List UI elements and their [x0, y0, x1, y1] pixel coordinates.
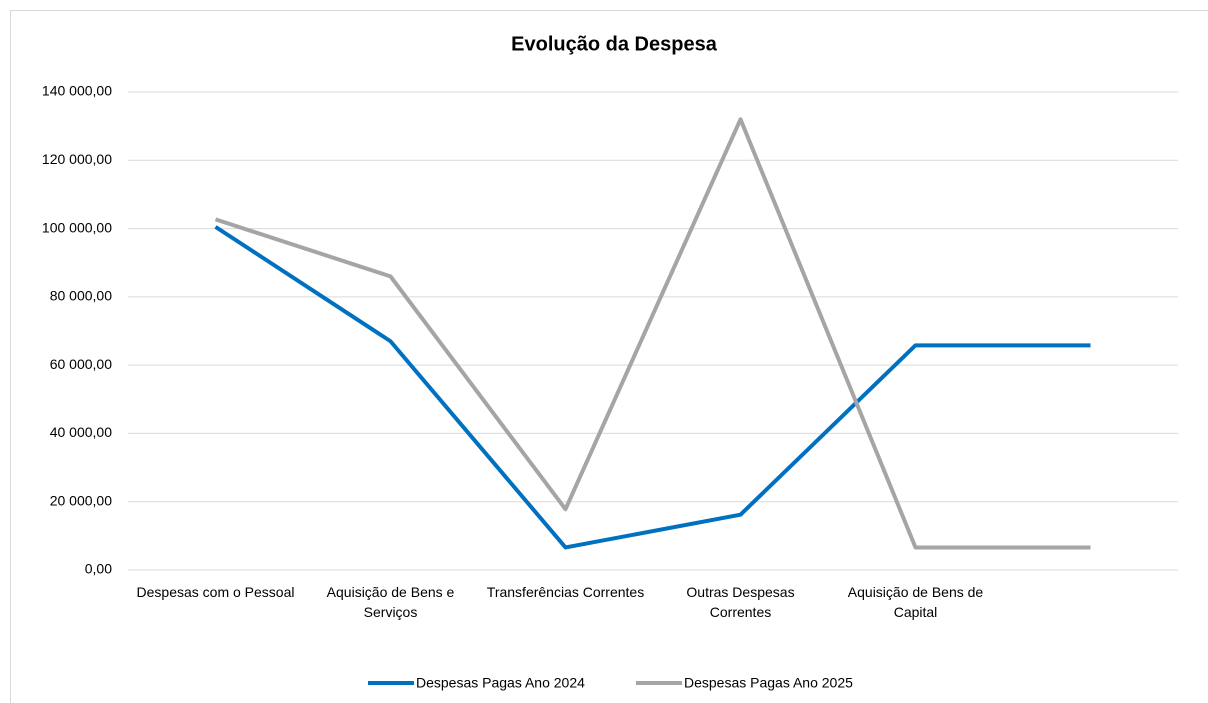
- y-tick-label: 100 000,00: [42, 219, 112, 235]
- y-tick-label: 140 000,00: [42, 83, 112, 99]
- x-tick-label: Transferências Correntes: [486, 584, 645, 600]
- x-tick-label: Outras Despesas Correntes: [686, 584, 795, 620]
- y-tick-label: 40 000,00: [50, 424, 112, 440]
- y-tick-label: 0,00: [85, 561, 112, 577]
- chart-border: [10, 10, 1208, 703]
- y-tick-label: 80 000,00: [50, 288, 112, 304]
- legend-label: Despesas Pagas Ano 2024: [416, 675, 585, 691]
- chart-title: Evolução da Despesa: [511, 33, 718, 55]
- x-tick-label: Aquisição de Bens de Capital: [847, 584, 984, 620]
- series-line: [214, 225, 1091, 550]
- legend-label: Despesas Pagas Ano 2025: [684, 675, 853, 691]
- series-line: [214, 117, 1091, 550]
- y-tick-label: 20 000,00: [50, 492, 112, 508]
- x-tick-label: Aquisição de Bens e Serviços: [326, 584, 455, 620]
- x-tick-label: Despesas com o Pessoal: [136, 584, 295, 600]
- y-tick-label: 120 000,00: [42, 151, 112, 167]
- y-tick-label: 60 000,00: [50, 356, 112, 372]
